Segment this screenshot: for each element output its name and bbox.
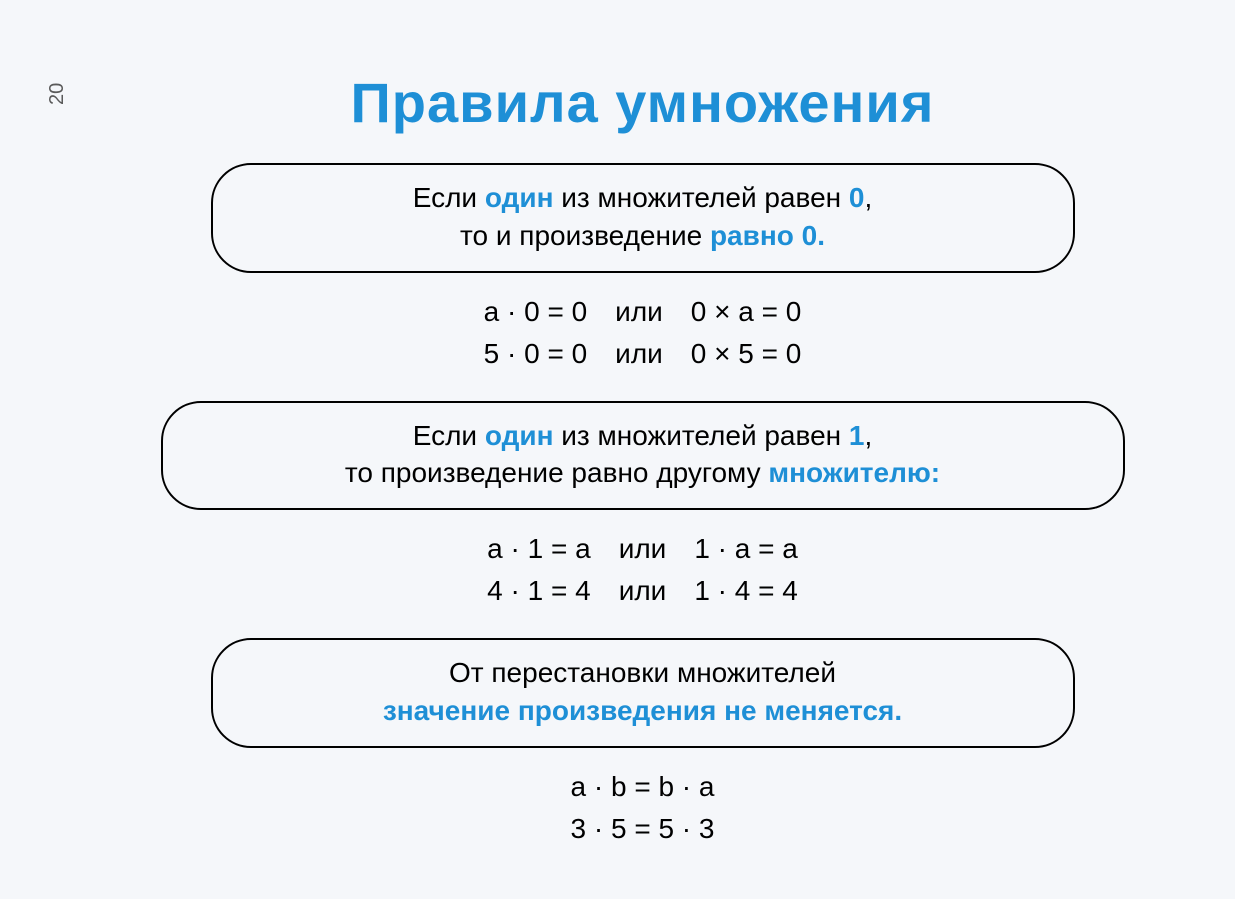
rule-box-commutative: От перестановки множителей значение прои… [211, 638, 1075, 748]
page-title: Правила умножения [351, 70, 935, 135]
ex1-r2-mid: или [615, 338, 663, 369]
rule-box-one: Если один из множителей равен 1, то прои… [161, 401, 1125, 511]
rule2-l2-a: то произведение равно другому [345, 457, 768, 488]
rule2-line1: Если один из множителей равен 1, [213, 417, 1073, 455]
rule1-l1-a: Если [413, 182, 485, 213]
rule1-l1-hl2: 0 [849, 182, 865, 213]
rule2-line2: то произведение равно другому множителю: [213, 454, 1073, 492]
ex2-row2: 4 · 1 = 4 или 1 · 4 = 4 [487, 570, 798, 612]
rule1-l2-hl: равно 0. [710, 220, 825, 251]
ex1-r1-right: 0 × a = 0 [691, 296, 802, 327]
ex2-r1-right: 1 · a = a [694, 533, 798, 564]
rule1-line1: Если один из множителей равен 0, [263, 179, 1023, 217]
rule1-l1-hl: один [485, 182, 554, 213]
rule1-line2: то и произведение равно 0. [263, 217, 1023, 255]
ex1-row2: 5 · 0 = 0 или 0 × 5 = 0 [484, 333, 802, 375]
rule1-l1-c: , [864, 182, 872, 213]
ex1-row1: a · 0 = 0 или 0 × a = 0 [484, 291, 802, 333]
rule3-line1: От перестановки множителей [263, 654, 1023, 692]
ex3-row2: 3 · 5 = 5 · 3 [571, 808, 715, 850]
ex2-row1: a · 1 = a или 1 · a = a [487, 528, 798, 570]
ex3-row1: a · b = b · a [571, 766, 715, 808]
ex2-r1-left: a · 1 = a [487, 533, 591, 564]
rule2-l1-c: , [864, 420, 872, 451]
ex2-r2-right: 1 · 4 = 4 [694, 575, 798, 606]
rule2-l1-hl: один [485, 420, 554, 451]
page-content: Правила умножения Если один из множителе… [0, 0, 1235, 890]
examples-zero: a · 0 = 0 или 0 × a = 0 5 · 0 = 0 или 0 × 5 … [484, 291, 802, 375]
rule2-l1-hl2: 1 [849, 420, 865, 451]
rule3-l2-hl: значение произведения не меняется. [383, 695, 902, 726]
rule2-l1-b: из множителей равен [554, 420, 849, 451]
rule2-l1-a: Если [413, 420, 485, 451]
examples-commutative: a · b = b · a 3 · 5 = 5 · 3 [571, 766, 715, 850]
examples-one: a · 1 = a или 1 · a = a 4 · 1 = 4 или 1 · 4 … [487, 528, 798, 612]
ex2-r2-mid: или [619, 575, 667, 606]
rule-box-zero: Если один из множителей равен 0, то и пр… [211, 163, 1075, 273]
page-number: 20 [46, 83, 69, 105]
ex1-r2-left: 5 · 0 = 0 [484, 338, 588, 369]
rule1-l2-a: то и произведение [460, 220, 710, 251]
ex1-r1-mid: или [615, 296, 663, 327]
ex2-r2-left: 4 · 1 = 4 [487, 575, 591, 606]
rule2-l2-hl: множителю: [768, 457, 940, 488]
ex1-r1-left: a · 0 = 0 [484, 296, 588, 327]
ex2-r1-mid: или [619, 533, 667, 564]
rule1-l1-b: из множителей равен [554, 182, 849, 213]
rule3-line2: значение произведения не меняется. [263, 692, 1023, 730]
ex1-r2-right: 0 × 5 = 0 [691, 338, 802, 369]
